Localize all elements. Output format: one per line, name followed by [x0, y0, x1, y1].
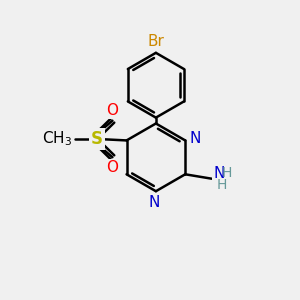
Text: O: O: [106, 160, 119, 175]
Text: S: S: [91, 130, 103, 148]
Text: H: H: [221, 167, 232, 180]
Text: N: N: [213, 166, 225, 181]
Text: CH$_3$: CH$_3$: [42, 130, 72, 148]
Text: H: H: [217, 178, 227, 192]
Text: O: O: [106, 103, 119, 118]
Text: N: N: [189, 131, 200, 146]
Text: N: N: [149, 195, 160, 210]
Text: Br: Br: [148, 34, 164, 49]
